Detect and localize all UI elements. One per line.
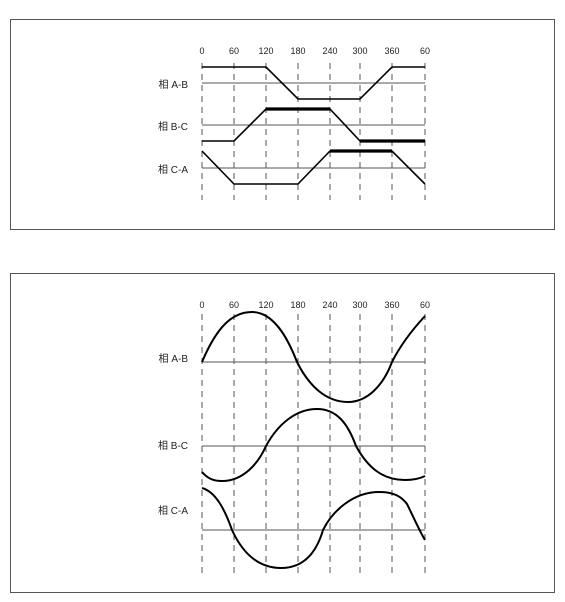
sinusoidal-waveform-panel: 0 60 120 180 240 300 360 60 相 A-B 相 B-C 相 C-A xyxy=(10,273,555,593)
angle-tick-label: 0 xyxy=(199,46,204,56)
angle-tick-label: 360 xyxy=(384,46,399,56)
trapezoidal-waveform-panel: 0 60 120 180 240 300 360 60 相 A-B 相 B-C 相 C-A xyxy=(10,19,555,230)
angle-tick-label: 120 xyxy=(258,46,273,56)
angle-tick-label: 300 xyxy=(352,300,367,310)
phase-bc-sine-wave xyxy=(201,407,426,483)
sinusoidal-waveform-diagram: 0 60 120 180 240 300 360 60 相 A-B 相 B-C 相 C-A xyxy=(158,300,430,577)
angle-tick-label: 0 xyxy=(199,300,204,310)
angle-tick-label: 360 xyxy=(384,300,399,310)
angle-tick-label: 180 xyxy=(290,300,305,310)
phase-label: 相 C-A xyxy=(158,504,188,517)
angle-tick-label: 60 xyxy=(420,300,430,310)
phase-ca-trapezoid-wave xyxy=(201,150,426,185)
phase-label: 相 A-B xyxy=(159,352,189,365)
phase-label: 相 C-A xyxy=(158,163,188,176)
phase-ca-sine-wave xyxy=(201,487,426,570)
phase-ab-sine-wave xyxy=(201,310,426,404)
angle-tick-label: 300 xyxy=(352,46,367,56)
phase-label: 相 A-B xyxy=(159,78,189,91)
angle-tick-label: 240 xyxy=(322,300,337,310)
phase-ab-trapezoid-wave xyxy=(202,66,425,100)
phase-label: 相 B-C xyxy=(158,120,188,133)
angle-tick-label: 60 xyxy=(229,300,239,310)
angle-tick-label: 60 xyxy=(420,46,430,56)
trapezoidal-waveform-diagram: 0 60 120 180 240 300 360 60 相 A-B 相 B-C 相 C-A xyxy=(158,46,430,200)
angle-tick-label: 60 xyxy=(229,46,239,56)
angle-tick-label: 240 xyxy=(322,46,337,56)
angle-tick-label: 120 xyxy=(258,300,273,310)
phase-label: 相 B-C xyxy=(158,439,188,452)
angle-tick-label: 180 xyxy=(290,46,305,56)
